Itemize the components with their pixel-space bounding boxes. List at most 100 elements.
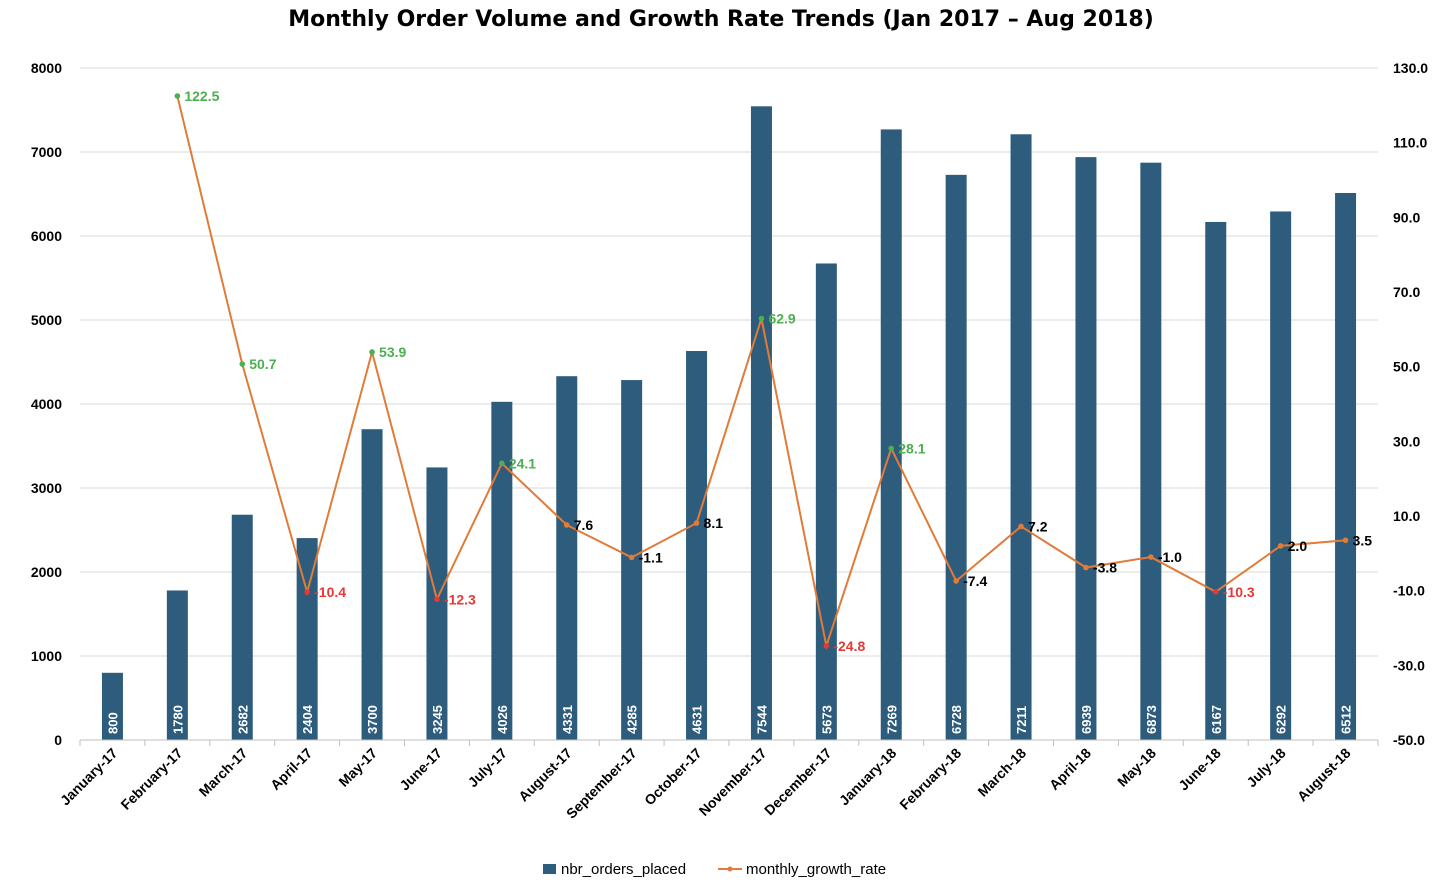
bar: [1075, 157, 1097, 740]
bar-value-label: 2682: [235, 705, 250, 734]
bar-value-label: 6167: [1209, 705, 1224, 734]
bar-value-label: 6939: [1079, 705, 1094, 734]
bar-value-label: 1780: [170, 705, 185, 734]
x-tick-label: February-18: [896, 745, 964, 813]
bar: [1010, 134, 1032, 740]
line-point: [499, 460, 505, 467]
legend-line-marker: [727, 866, 733, 872]
bar: [296, 538, 318, 740]
right-tick-label: 90.0: [1393, 209, 1420, 225]
x-tick-label: June-17: [396, 745, 445, 794]
x-tick-label: August-17: [515, 745, 575, 805]
line-point: [434, 596, 440, 603]
bar-labels: 800 1780 2682 2404 3700 3245 4026 4331 4285 4631 7…: [105, 704, 1353, 734]
left-tick-label: 3000: [31, 480, 62, 496]
line-point: [953, 578, 959, 584]
bar-value-label: 4331: [560, 705, 575, 734]
left-tick-label: 4000: [31, 396, 62, 412]
line-series: [174, 93, 1349, 650]
bar: [426, 467, 448, 740]
right-tick-label: 30.0: [1393, 433, 1420, 449]
right-tick-label: 130.0: [1393, 60, 1428, 76]
bar-value-label: 2404: [300, 704, 315, 734]
right-tick-label: 110.0: [1393, 135, 1427, 151]
bar-value-label: 4285: [625, 705, 640, 734]
x-tick-label: May-18: [1114, 745, 1159, 790]
right-tick-label: 10.0: [1393, 508, 1420, 524]
x-tick-label: November-17: [696, 745, 770, 819]
bar-value-label: 4026: [495, 705, 510, 734]
legend-line-label: monthly_growth_rate: [746, 861, 886, 878]
line-value-label: 7.6: [574, 517, 594, 533]
x-tick-label: January-18: [836, 745, 900, 809]
left-tick-label: 8000: [31, 60, 62, 76]
bar: [880, 129, 902, 741]
bar: [750, 106, 772, 740]
left-tick-label: 2000: [31, 564, 62, 580]
right-tick-label: -50.0: [1393, 732, 1425, 748]
x-tick-label: July-17: [465, 745, 511, 791]
x-tick-label: January-17: [57, 745, 121, 809]
x-tick-label: February-17: [117, 745, 185, 813]
x-tick-label: August-18: [1294, 745, 1354, 805]
right-tick-label: 70.0: [1393, 284, 1420, 300]
x-tick-label: July-18: [1243, 745, 1289, 791]
x-tick-label: June-18: [1175, 745, 1224, 794]
line-value-label: -10.3: [1223, 584, 1255, 600]
line-value-label: 28.1: [898, 440, 925, 456]
line-value-label: 53.9: [379, 344, 406, 360]
legend-bar-label: nbr_orders_placed: [561, 861, 686, 878]
line-value-label: 24.1: [509, 455, 536, 471]
line-point: [628, 554, 635, 561]
bar-value-label: 3700: [365, 705, 380, 734]
line-point: [1148, 554, 1154, 560]
right-tick-label: -10.0: [1393, 583, 1425, 599]
chart-title: Monthly Order Volume and Growth Rate Tre…: [288, 7, 1154, 32]
line-point: [1212, 588, 1219, 595]
line-value-label: 62.9: [768, 311, 795, 327]
line-value-label: 50.7: [249, 356, 276, 372]
line-value-label: 122.5: [184, 88, 219, 104]
bar-value-label: 6873: [1144, 705, 1159, 734]
line-point: [304, 589, 310, 595]
bar-value-label: 4631: [690, 705, 705, 734]
bar: [101, 672, 123, 740]
right-tick-label: -30.0: [1393, 657, 1425, 673]
line-value-label: -10.4: [314, 584, 346, 600]
line-point: [563, 522, 570, 528]
x-tick-label: April-18: [1046, 745, 1094, 793]
bar-value-label: 7211: [1014, 706, 1029, 734]
legend: nbr_orders_placed monthly_growth_rate: [543, 861, 886, 878]
bar: [1270, 211, 1292, 741]
left-tick-label: 6000: [31, 228, 62, 244]
line-point: [1277, 543, 1284, 549]
bar-value-label: 800: [105, 712, 120, 734]
bar: [556, 376, 578, 740]
left-tick-label: 1000: [31, 648, 62, 664]
line-point: [1083, 564, 1089, 571]
line-value-label: -1.0: [1158, 549, 1182, 565]
line-point: [1342, 537, 1349, 544]
left-tick-label: 0: [54, 732, 62, 748]
line-point: [758, 315, 765, 322]
bar-value-label: 3245: [430, 705, 445, 734]
line-value-label: 2.0: [1288, 538, 1308, 554]
x-tick-label: October-17: [641, 745, 705, 809]
line-value-label: -24.8: [833, 638, 865, 654]
line-point: [369, 349, 375, 355]
bar: [491, 401, 513, 740]
bar-value-label: 5673: [819, 705, 834, 734]
line-value-label: 8.1: [704, 515, 724, 531]
bar-value-label: 6292: [1274, 705, 1289, 734]
line-value-label: 7.2: [1028, 518, 1048, 534]
line-value-label: -3.8: [1093, 560, 1117, 576]
line-point: [1018, 523, 1024, 530]
x-tick-label: December-17: [761, 745, 835, 819]
right-axis: -50.0 -30.0 -10.0 10.0 30.0 50.0 70.0 90.0 110.0…: [1393, 60, 1428, 748]
line-labels: 122.5 50.7 -10.4 53.9 -12.3 24.1 7.6 -1.1 8.1 62.…: [184, 88, 1372, 654]
x-tick-label: May-17: [335, 745, 380, 790]
bar-value-label: 6512: [1339, 705, 1354, 734]
left-tick-label: 7000: [31, 144, 62, 160]
